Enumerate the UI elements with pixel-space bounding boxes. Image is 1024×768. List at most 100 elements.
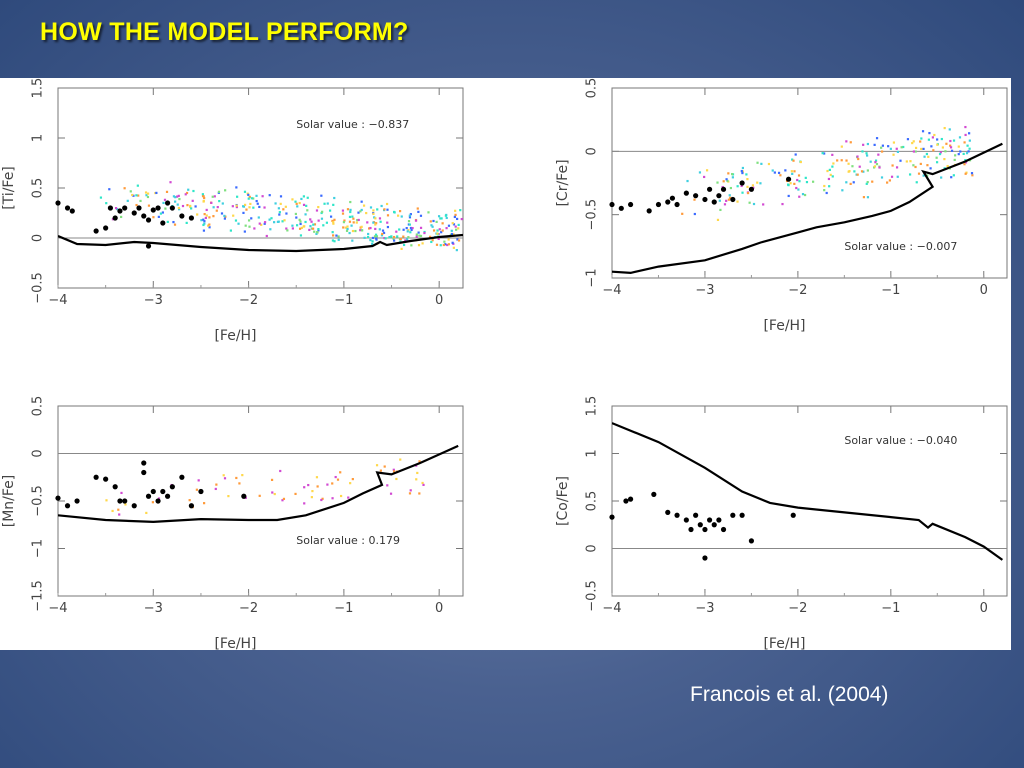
data-point [145, 493, 152, 499]
figure-svg: −4 −3 −2 −1 0 −0.5 0 0.5 1 1.5 [Fe/H] [Ti/Fe] Solar … [1, 78, 1008, 650]
literature-point [447, 238, 450, 241]
literature-point [430, 240, 433, 244]
literature-point [185, 191, 189, 195]
literature-point [214, 487, 217, 491]
literature-point [285, 227, 288, 230]
data-point [55, 200, 61, 206]
data-point [103, 476, 109, 482]
literature-point [906, 138, 910, 141]
literature-point [852, 181, 855, 184]
literature-point [383, 208, 386, 211]
literature-point [310, 227, 313, 230]
literature-point [111, 509, 114, 513]
data-point [683, 190, 689, 196]
literature-point [415, 235, 418, 238]
literature-point [826, 169, 829, 173]
literature-point [396, 235, 399, 238]
literature-point [452, 246, 455, 249]
literature-point [777, 171, 781, 174]
literature-point [208, 226, 211, 229]
literature-point [896, 150, 900, 154]
literature-point [857, 157, 860, 161]
y-axis-label: [Ti/Fe] [1, 166, 17, 210]
literature-point [931, 136, 934, 139]
literature-point [295, 202, 298, 205]
literature-point [250, 197, 253, 200]
y-axis-label: [Cr/Fe] [555, 159, 571, 206]
data-point [646, 208, 652, 214]
literature-point [342, 226, 345, 229]
data-point [693, 193, 699, 199]
literature-point [718, 199, 721, 202]
data-point [711, 199, 717, 205]
literature-point [329, 215, 333, 218]
literature-point [192, 189, 195, 193]
literature-point [877, 153, 880, 156]
literature-point [349, 210, 352, 214]
literature-point [741, 166, 744, 170]
literature-point [331, 482, 334, 485]
literature-point [224, 189, 227, 192]
literature-point [265, 234, 268, 238]
y-tick-label: 0.5 [31, 178, 46, 199]
literature-point [176, 203, 179, 206]
literature-point [279, 202, 282, 205]
data-point [179, 213, 185, 219]
data-point [669, 195, 676, 201]
literature-point [326, 483, 329, 486]
literature-point [339, 494, 343, 498]
literature-point [236, 195, 239, 198]
literature-point [217, 190, 221, 193]
literature-point [866, 169, 869, 172]
literature-point [457, 223, 460, 227]
literature-point [347, 496, 350, 499]
literature-point [832, 162, 835, 165]
literature-point [779, 174, 782, 177]
literature-point [803, 193, 807, 197]
literature-point [163, 198, 167, 201]
literature-point [118, 513, 121, 516]
literature-point [398, 228, 401, 231]
literature-point [332, 234, 335, 237]
literature-point [438, 228, 441, 231]
solar-value-annotation: Solar value : 0.179 [296, 534, 400, 547]
literature-point [949, 146, 953, 149]
literature-point [875, 162, 879, 166]
literature-point [723, 203, 727, 206]
literature-point [321, 210, 324, 213]
data-point [693, 512, 699, 518]
literature-point [928, 131, 931, 135]
literature-point [300, 197, 303, 201]
literature-point [404, 239, 407, 242]
literature-point [215, 209, 218, 212]
literature-point [165, 190, 169, 193]
literature-point [173, 223, 177, 226]
literature-point [756, 161, 759, 164]
literature-point [203, 213, 206, 216]
data-point [141, 469, 147, 476]
literature-point [212, 206, 215, 209]
literature-point [336, 478, 340, 481]
literature-point [305, 204, 308, 207]
literature-point [862, 196, 866, 199]
literature-point [246, 192, 249, 195]
literature-point [873, 143, 876, 146]
literature-point [881, 144, 884, 147]
literature-point [302, 225, 305, 228]
literature-point [927, 155, 930, 158]
literature-point [294, 212, 297, 216]
literature-point [371, 242, 374, 246]
literature-point [447, 224, 451, 227]
literature-point [865, 154, 869, 157]
literature-point [793, 170, 796, 173]
literature-point [728, 194, 731, 197]
literature-point [964, 158, 967, 162]
literature-point [215, 483, 218, 486]
literature-point [303, 486, 306, 489]
literature-point [202, 199, 205, 203]
literature-point [362, 204, 366, 207]
literature-point [936, 138, 939, 141]
plot-frame [611, 87, 1008, 279]
literature-point [740, 184, 743, 188]
data-point [241, 493, 247, 499]
